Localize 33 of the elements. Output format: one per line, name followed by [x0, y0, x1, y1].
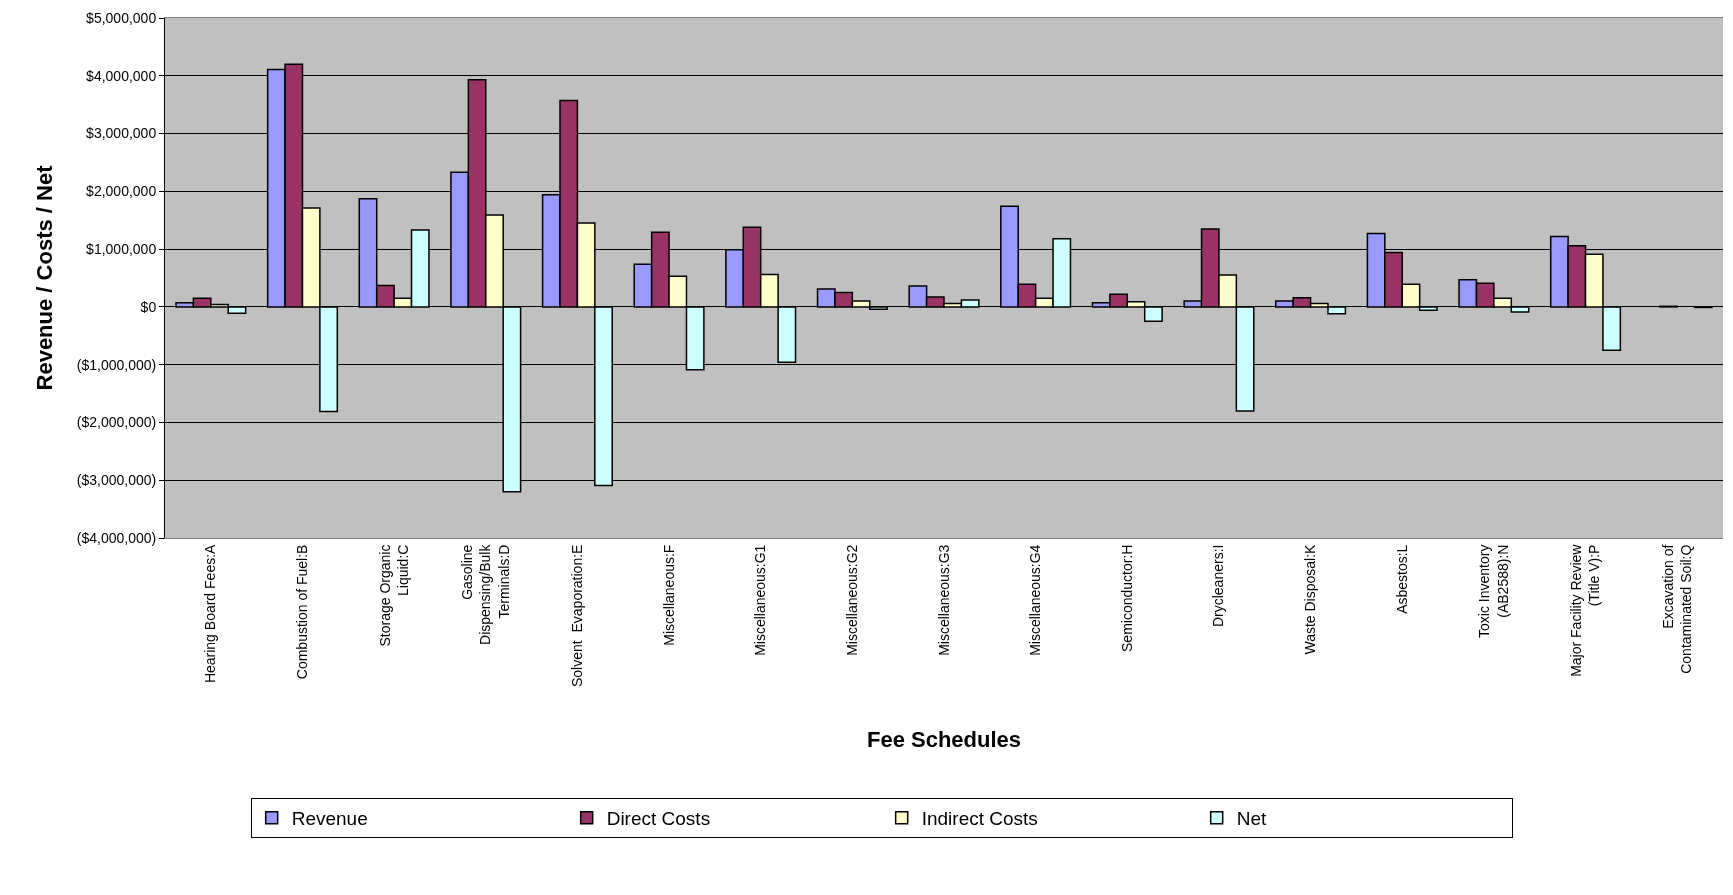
- x-tick-label: Asbestos:L: [1393, 544, 1410, 614]
- y-tick-label: ($2,000,000): [76, 414, 157, 431]
- y-tick-label: ($1,000,000): [76, 356, 157, 373]
- x-tick-label: Miscellaneous:G4: [1027, 544, 1044, 656]
- x-tick-label: Waste Disposal:K: [1302, 543, 1319, 655]
- x-tick-label: Gasoline Dispensing/Bulk Terminals:D: [459, 543, 512, 645]
- x-tick-label: Miscellaneous:F: [660, 544, 677, 646]
- x-tick-label: Semiconductor:H: [1118, 544, 1135, 652]
- x-tick-label: Major Facility Review (Title V):P: [1567, 543, 1603, 677]
- x-tick-label: Miscellaneous:G1: [752, 544, 769, 656]
- x-tick-label: Drycleaners:I: [1210, 544, 1227, 628]
- y-tick-label: $1,000,000: [86, 241, 157, 258]
- legend-label: Indirect Costs: [921, 808, 1038, 830]
- y-tick-label: $3,000,000: [86, 125, 157, 142]
- y-axis-title: Revenue / Costs / Net: [31, 164, 57, 391]
- x-tick-label: Solvent Evaporation:E: [568, 544, 585, 688]
- x-tick-label: Excavation of Contaminated Soil:Q: [1659, 544, 1694, 674]
- y-tick-label: $0: [140, 298, 157, 315]
- y-tick-label: ($3,000,000): [76, 472, 157, 489]
- y-tick-label: $4,000,000: [86, 67, 157, 84]
- x-tick-label: Storage Organic Liquid:C: [376, 544, 411, 647]
- x-tick-label: Miscellaneous:G2: [843, 544, 860, 656]
- y-tick-label: ($4,000,000): [76, 529, 157, 546]
- legend-label: Revenue: [291, 808, 368, 830]
- x-tick-label: Toxic Inventory (AB2588):N: [1476, 544, 1511, 638]
- y-tick-label: $2,000,000: [86, 183, 157, 200]
- legend-label: Direct Costs: [606, 808, 711, 830]
- x-tick-label: Combustion of Fuel:B: [294, 544, 311, 680]
- x-axis-title: Fee Schedules: [866, 726, 1022, 752]
- x-tick-label: Miscellaneous:G3: [935, 544, 952, 656]
- legend-label: Net: [1236, 808, 1267, 830]
- x-tick-label: Hearing Board Fees:A: [202, 543, 219, 684]
- y-tick-label: $5,000,000: [86, 9, 157, 26]
